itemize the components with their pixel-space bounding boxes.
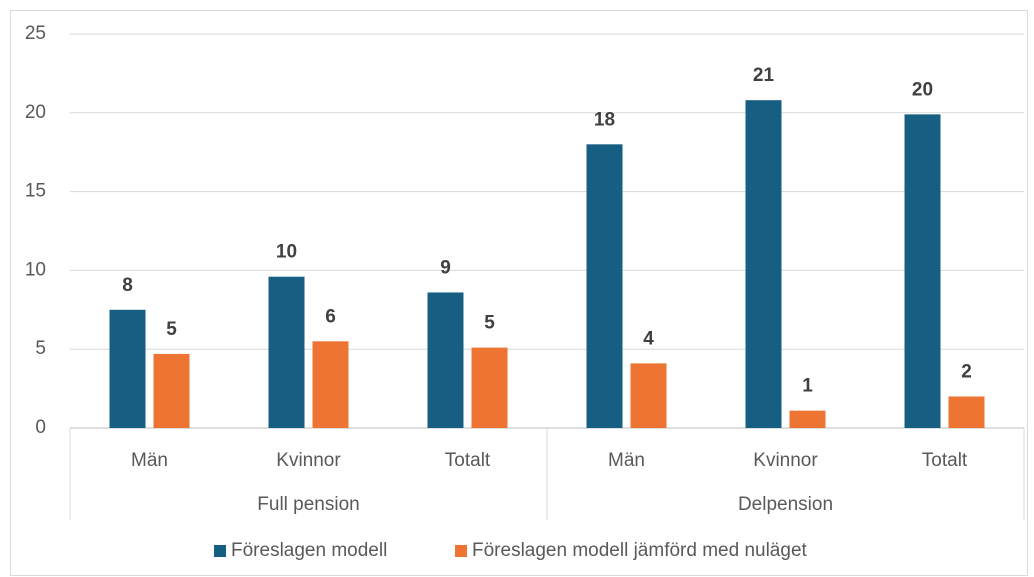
group-label: Full pension bbox=[257, 494, 359, 515]
y-tick-label: 5 bbox=[35, 338, 46, 359]
data-label: 18 bbox=[594, 109, 615, 130]
data-label: 2 bbox=[961, 361, 972, 382]
data-label: 8 bbox=[122, 275, 133, 296]
chart-border bbox=[10, 10, 1028, 576]
bar bbox=[312, 341, 349, 428]
data-label: 20 bbox=[912, 79, 933, 100]
bar bbox=[471, 347, 508, 428]
x-tick-label: Kvinnor bbox=[753, 450, 818, 471]
x-tick-label: Totalt bbox=[922, 450, 968, 471]
legend-swatch bbox=[214, 545, 226, 557]
bar bbox=[948, 396, 985, 428]
data-label: 5 bbox=[484, 313, 495, 334]
bar bbox=[153, 353, 190, 428]
legend-label: Föreslagen modell jämförd med nuläget bbox=[472, 540, 808, 561]
y-tick-label: 20 bbox=[25, 102, 46, 123]
bar bbox=[630, 363, 667, 428]
x-tick-label: Män bbox=[131, 450, 168, 471]
data-label: 1 bbox=[802, 376, 813, 397]
data-label: 21 bbox=[753, 65, 775, 86]
bar bbox=[586, 144, 623, 428]
x-tick-label: Totalt bbox=[445, 450, 491, 471]
y-tick-label: 15 bbox=[25, 181, 46, 202]
data-label: 9 bbox=[440, 257, 451, 278]
y-tick-label: 10 bbox=[25, 259, 46, 280]
bar bbox=[109, 309, 146, 428]
bar bbox=[427, 292, 464, 428]
x-tick-label: Män bbox=[608, 450, 645, 471]
y-tick-label: 0 bbox=[35, 417, 46, 438]
bar bbox=[268, 276, 305, 428]
bar bbox=[745, 100, 782, 428]
legend-swatch bbox=[455, 545, 467, 557]
group-label: Delpension bbox=[738, 494, 833, 515]
y-tick-label: 25 bbox=[25, 23, 46, 44]
legend-label: Föreslagen modell bbox=[231, 540, 387, 561]
data-label: 6 bbox=[325, 306, 336, 327]
bar bbox=[904, 114, 941, 428]
data-label: 10 bbox=[276, 242, 297, 263]
data-label: 5 bbox=[166, 319, 177, 340]
bar bbox=[789, 410, 826, 428]
data-label: 4 bbox=[643, 328, 654, 349]
x-tick-label: Kvinnor bbox=[276, 450, 341, 471]
